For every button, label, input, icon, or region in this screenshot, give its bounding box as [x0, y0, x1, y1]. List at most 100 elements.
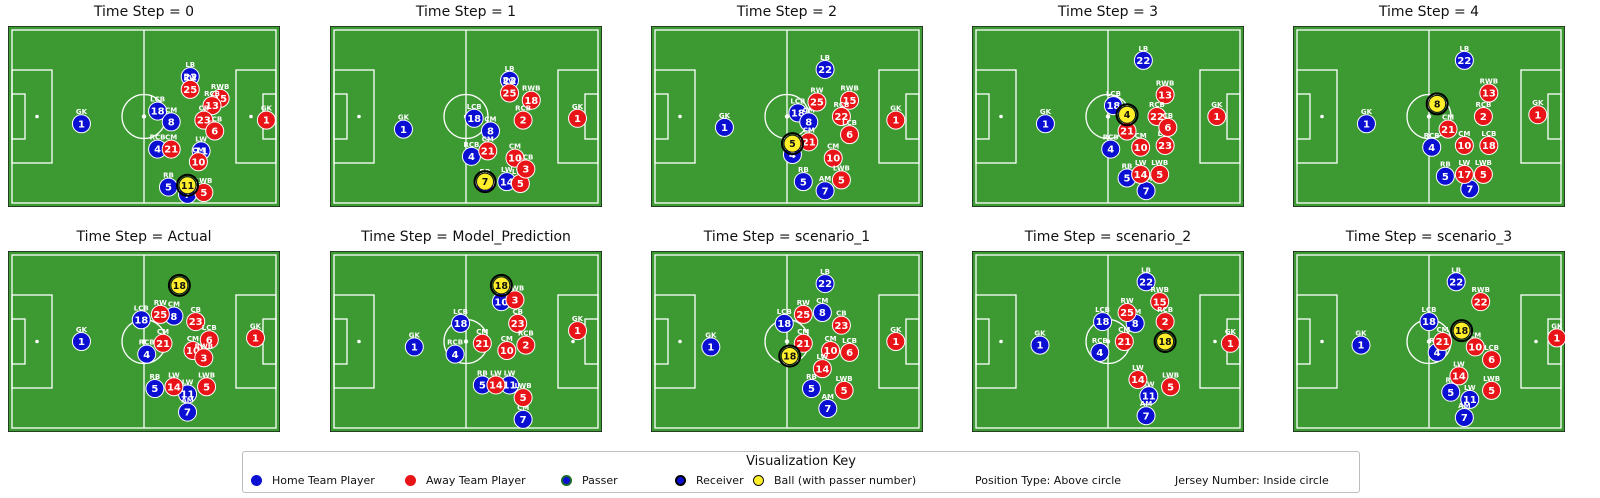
player-marker [464, 108, 484, 128]
player-jersey-number: 10 [494, 297, 508, 308]
away-player-7: GK 1 [568, 315, 588, 341]
ball-marker: 4 [1115, 103, 1139, 127]
player-marker [256, 110, 276, 130]
ball-circle [783, 134, 802, 153]
player-position-label: CM [1135, 132, 1147, 140]
player-jersey-number: 15 [843, 96, 857, 107]
away-player-10: LW 14 [1128, 364, 1148, 390]
player-marker [71, 114, 91, 134]
player-position-label: GK [890, 326, 902, 334]
home-player-4: RB 5 [145, 373, 165, 399]
player-marker [1035, 114, 1055, 134]
player-position-label: LCB [150, 96, 165, 104]
player-jersey-number: 8 [1132, 319, 1139, 330]
player-jersey-number: 1 [78, 119, 85, 130]
player-position-label: RWB [522, 85, 540, 93]
player-marker [516, 335, 536, 355]
player-jersey-number: 1 [1227, 339, 1234, 350]
player-marker [505, 290, 525, 310]
ball-passer-number: 11 [181, 181, 194, 192]
panel-title: Time Step = Model_Prediction [361, 229, 571, 245]
pitch-panel-scenario-2: Time Step = scenario_2 GK 1 LB 22 LCB 18 CM8 RC… [972, 229, 1244, 432]
player-jersey-number: 1 [892, 116, 899, 127]
player-jersey-number: 5 [520, 393, 527, 404]
player-position-label: RB [806, 373, 817, 381]
player-position-label: CB [190, 306, 200, 314]
player-jersey-number: 5 [1488, 386, 1495, 397]
left-penalty-spot [357, 339, 361, 344]
player-position-label: CM [824, 335, 836, 343]
player-marker [1438, 119, 1458, 139]
player-position-label: CM [517, 404, 529, 412]
player-jersey-number: 4 [1428, 143, 1435, 154]
away-player-11: CM 21 [478, 135, 498, 161]
pitch-panel-model-prediction: Time Step = Model_Prediction GK 1 LCB 18 RCB… [330, 229, 602, 432]
player-jersey-number: 25 [183, 85, 197, 96]
left-penalty-spot [678, 339, 682, 344]
player-marker [774, 313, 794, 333]
player-position-label: CM [797, 328, 809, 336]
player-jersey-number: 13 [205, 101, 219, 112]
player-position-label: GK [261, 105, 273, 113]
player-marker [1136, 406, 1156, 426]
away-player-13: LCB 6 [840, 337, 860, 362]
pitch: GK 1 LCB 18 CM 8 LB 22 RB 5 AM 7 GK 1 RW 25 CM 21 CB 23 CM 10… [651, 251, 923, 432]
ball-marker: 18 [778, 344, 802, 368]
player-jersey-number: 8 [805, 118, 812, 129]
player-jersey-number: 8 [168, 118, 175, 129]
player-marker [793, 304, 813, 324]
player-jersey-number: 4 [1107, 145, 1114, 156]
away-player-14: LCB 3 [516, 153, 536, 179]
player-position-label: GK [1225, 328, 1237, 336]
player-position-label: CM [476, 328, 488, 336]
player-jersey-number: 21 [475, 339, 489, 350]
player-jersey-number: 18 [1106, 101, 1120, 112]
player-jersey-number: 11 [194, 146, 208, 157]
player-position-label: AM [819, 175, 831, 183]
player-marker [886, 332, 906, 351]
player-jersey-number: 1 [1037, 341, 1044, 352]
player-position-label: RCB [833, 101, 849, 109]
player-marker [521, 90, 541, 110]
away-player-9: CM 21 [153, 328, 173, 353]
player-marker [1460, 389, 1480, 409]
player-marker [186, 312, 206, 332]
player-jersey-number: 6 [846, 348, 853, 359]
legend-title: Visualization Key [746, 454, 856, 469]
away-player-11: CM 21 [799, 126, 819, 152]
ball-passer-number: 4 [1124, 110, 1131, 121]
player-jersey-number: 6 [1164, 123, 1171, 134]
player-marker [1446, 272, 1466, 292]
away-player-10: RCB 2 [513, 105, 533, 130]
pitch: GK1LB22LCB18RCB4RB5AM7GK1RWB13RCB22CM21C… [972, 26, 1244, 207]
player-jersey-number: 5 [479, 381, 486, 392]
player-jersey-number: 5 [1442, 172, 1449, 183]
player-jersey-number: 1 [263, 116, 270, 127]
player-marker [1473, 107, 1493, 126]
pitch-panel-scenario-1: Time Step = scenario_1 GK 1 LCB 18 CM 8 LB 22 RB… [651, 229, 923, 432]
player-jersey-number: 5 [1447, 388, 1454, 399]
ball-marker: 18 [1153, 330, 1177, 353]
player-jersey-number: 25 [810, 98, 824, 109]
player-position-label: RWB [1471, 286, 1489, 294]
player-marker [831, 170, 851, 190]
left-penalty-spot [999, 339, 1003, 344]
player-position-label: GK [76, 108, 88, 116]
player-marker [1136, 272, 1156, 292]
home-player-1: LCB 18 [131, 304, 151, 330]
player-position-label: CM [157, 328, 169, 336]
legend-label: Home Team Player [272, 473, 375, 487]
player-jersey-number: 7 [1143, 411, 1150, 422]
player-position-label: RB [798, 166, 809, 174]
player-jersey-number: 21 [1441, 125, 1455, 136]
player-jersey-number: 14 [489, 381, 503, 392]
left-penalty-spot [999, 114, 1003, 119]
legend-item-position-type: Position Type: Above circle [975, 472, 1121, 488]
receiver-ring [780, 132, 804, 156]
player-jersey-number: 23 [197, 116, 211, 127]
player-position-label: GK [572, 315, 584, 323]
player-marker [1528, 105, 1548, 125]
player-jersey-number: 22 [1457, 56, 1471, 67]
away-player-8: RW 25 [500, 77, 520, 103]
player-marker [701, 337, 721, 357]
